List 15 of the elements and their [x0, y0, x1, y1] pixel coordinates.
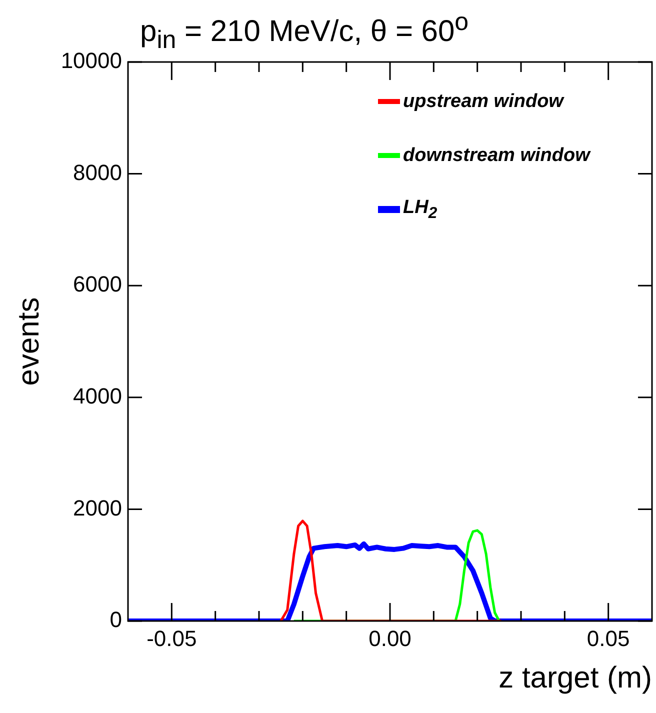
- y-tick-label: 10000: [60, 48, 122, 74]
- x-tick-label: 0.05: [586, 626, 630, 652]
- legend-label: upstream window: [403, 90, 564, 112]
- y-tick-label: 6000: [73, 272, 122, 297]
- y-axis-title: events: [12, 297, 46, 386]
- y-tick-label: 4000: [73, 383, 122, 408]
- legend-label: LH$_{2}$: [403, 196, 438, 222]
- y-tick-label: 8000: [73, 160, 122, 185]
- x-tick-label: 0.00: [368, 626, 412, 652]
- x-axis-title: z target (m): [498, 661, 652, 694]
- x-tick-label: -0.05: [146, 626, 197, 652]
- y-tick-label: 0: [110, 607, 122, 632]
- chart-title: p$_{in}$ = 210 MeV/c, θ = 60$^{o}$: [140, 8, 469, 55]
- legend-label: downstream window: [403, 144, 590, 166]
- y-tick-label: 2000: [73, 495, 122, 520]
